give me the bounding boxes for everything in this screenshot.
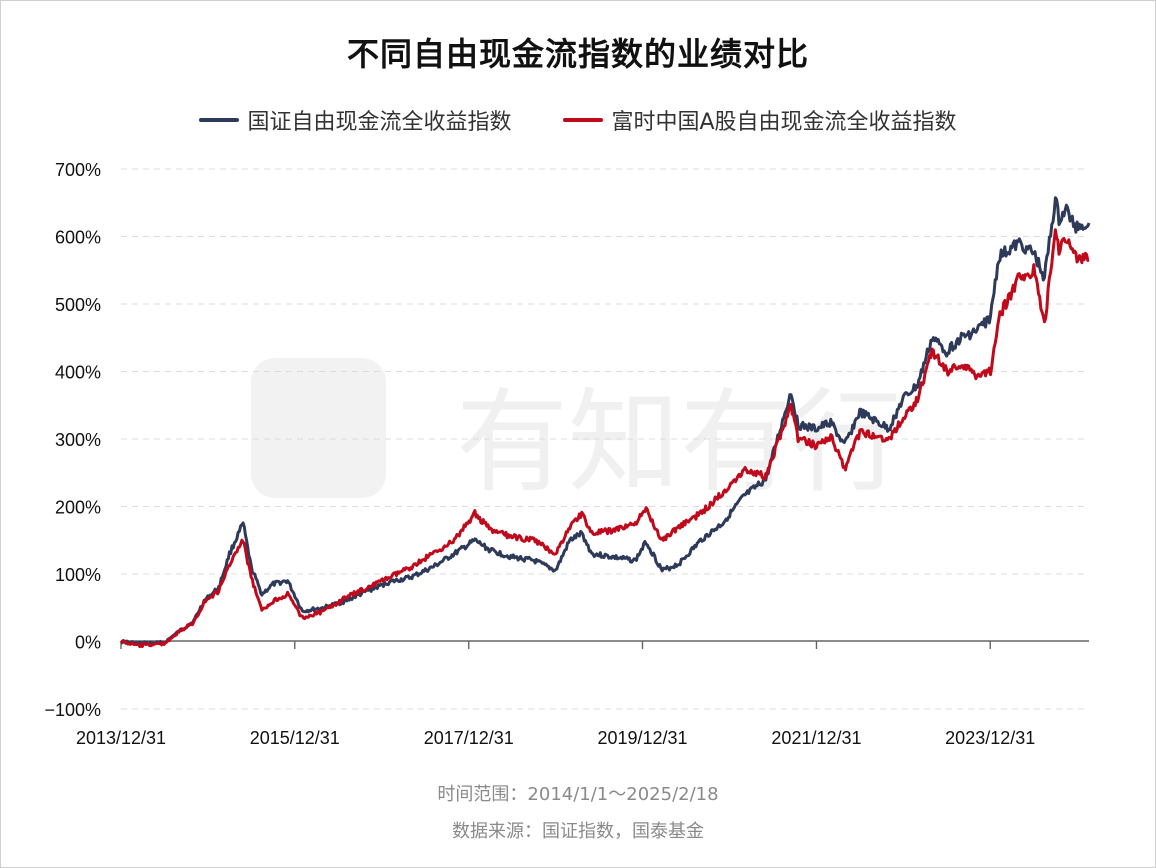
x-axis: 2013/12/31 2015/12/31 2017/12/31 2019/12/31… — [76, 640, 1089, 748]
y-tick-label: 300% — [55, 430, 101, 450]
watermark-text: 有知有行 — [456, 378, 904, 508]
y-tick-label: −100% — [44, 700, 101, 720]
series-line-b — [119, 228, 1090, 649]
chart-title: 不同自由现金流指数的业绩对比 — [346, 35, 809, 73]
legend-label-series-b: 富时中国A股自由现金流全收益指数 — [611, 110, 957, 135]
watermark-logo-icon — [251, 358, 386, 498]
gridlines — [121, 168, 1089, 710]
y-axis-ticks: −100% 0% 100% 200% 300% 400% 500% 600% 700% — [44, 160, 101, 720]
legend-item-series-a[interactable]: 国证自由现金流全收益指数 — [199, 104, 511, 136]
series-line-a — [120, 196, 1091, 646]
y-tick-label: 200% — [55, 498, 101, 518]
x-tick-label: 2021/12/31 — [771, 728, 861, 748]
legend-swatch-series-a — [199, 118, 240, 122]
watermark: 有知有行 — [251, 358, 904, 508]
x-tick-label: 2023/12/31 — [945, 728, 1035, 748]
legend-swatch-series-b — [563, 118, 604, 122]
y-tick-label: 100% — [55, 565, 101, 585]
legend: 国证自由现金流全收益指数 富时中国A股自由现金流全收益指数 — [1, 105, 1155, 135]
legend-item-series-b[interactable]: 富时中国A股自由现金流全收益指数 — [563, 104, 957, 136]
y-tick-label: 600% — [55, 228, 101, 248]
y-tick-label: 700% — [55, 160, 101, 180]
series-lines — [119, 196, 1091, 649]
x-tick-label: 2013/12/31 — [76, 728, 166, 748]
y-tick-label: 400% — [55, 363, 101, 383]
x-tick-label: 2015/12/31 — [250, 728, 340, 748]
legend-label-series-a: 国证自由现金流全收益指数 — [247, 110, 512, 135]
y-tick-label: 0% — [75, 633, 101, 653]
y-tick-label: 500% — [55, 295, 101, 315]
footer-data-source: 数据来源：国证指数，国泰基金 — [452, 821, 704, 842]
x-tick-label: 2019/12/31 — [597, 728, 687, 748]
line-chart: 有知有行 −100% 0% 100% 200% 300% 400% 500% 600% 700%… — [44, 160, 1091, 748]
x-tick-label: 2017/12/31 — [424, 728, 514, 748]
footer-time-range: 时间范围：2014/1/1～2025/2/18 — [437, 784, 719, 805]
